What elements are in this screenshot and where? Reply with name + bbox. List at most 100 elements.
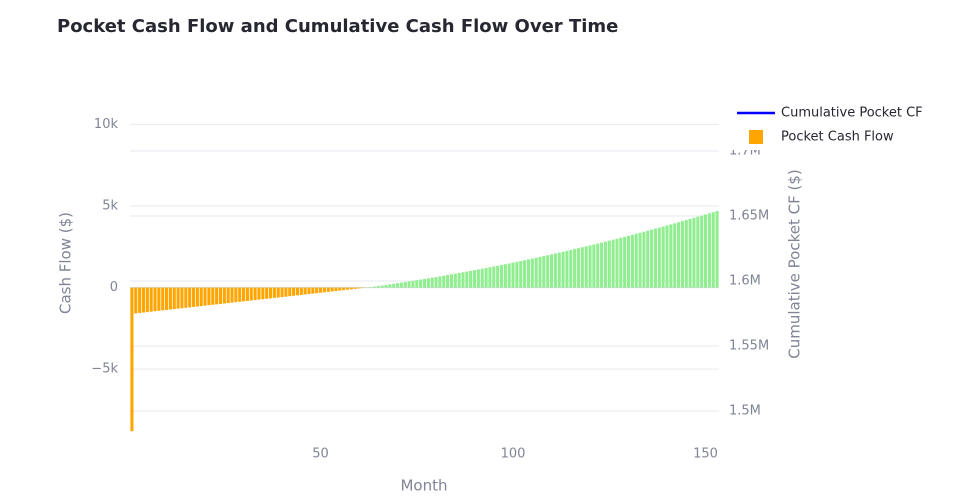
bar (480, 268, 484, 288)
bar (526, 259, 530, 288)
bar (484, 267, 488, 288)
chart-title: Pocket Cash Flow and Cumulative Cash Flo… (57, 16, 618, 37)
bar (392, 283, 396, 288)
bar (207, 287, 211, 306)
bar (519, 261, 523, 288)
x-tick-label: 50 (312, 447, 329, 462)
bar (700, 215, 704, 288)
bar (673, 223, 677, 288)
x-axis-title: Month (400, 477, 447, 495)
bar (195, 287, 199, 307)
bar (415, 280, 419, 288)
x-tick-label: 100 (501, 447, 526, 462)
bar (353, 287, 357, 289)
bar (295, 287, 300, 296)
bar (507, 263, 511, 288)
bar (449, 274, 453, 288)
bar (265, 287, 269, 299)
bar (684, 220, 688, 288)
bar (218, 287, 223, 304)
bar (592, 244, 596, 288)
bar (465, 271, 469, 288)
bar (542, 256, 546, 288)
bar (626, 235, 631, 288)
bar (580, 247, 584, 288)
bar (349, 287, 353, 290)
bar (157, 287, 161, 311)
bar (661, 226, 665, 288)
bar (230, 287, 234, 303)
bar (646, 230, 650, 288)
bar (492, 266, 496, 288)
y2-axis-title: Cumulative Pocket CF ($) (786, 169, 804, 358)
bar (434, 277, 438, 288)
bar (523, 260, 527, 288)
bar (711, 212, 715, 288)
bar (396, 283, 400, 288)
bar (180, 287, 184, 309)
bar (211, 287, 215, 305)
bar (172, 287, 176, 310)
bar (342, 287, 346, 291)
y-tick-label: 10k (94, 117, 119, 132)
bar (515, 261, 519, 288)
bar (242, 287, 246, 302)
bar (130, 287, 134, 432)
bar (261, 287, 265, 300)
bar (303, 287, 307, 295)
bar (511, 262, 515, 288)
bar (588, 245, 592, 288)
y2-tick-label: 1.5M (729, 403, 761, 418)
bar (503, 264, 507, 288)
bar (499, 264, 504, 288)
bar (165, 287, 169, 310)
bar (549, 254, 554, 288)
bar (384, 284, 388, 288)
bar (596, 243, 600, 288)
bar (176, 287, 180, 309)
bar (565, 250, 569, 288)
bar (530, 258, 534, 288)
bar (226, 287, 230, 304)
bar (453, 273, 457, 288)
bar (257, 287, 261, 300)
bar (642, 231, 646, 288)
bar (215, 287, 219, 305)
bar (338, 287, 342, 291)
bar (419, 279, 423, 288)
bar (426, 278, 430, 288)
bar (496, 265, 500, 288)
bar (284, 287, 288, 297)
bar (603, 241, 607, 288)
bar (330, 287, 334, 292)
y2-tick-label: 1.65M (729, 208, 769, 223)
grid (130, 123, 719, 412)
bar (476, 269, 480, 288)
bar (234, 287, 238, 303)
bar (145, 287, 149, 313)
bar (473, 270, 477, 288)
bar (650, 229, 654, 288)
bar (388, 284, 392, 288)
bar (653, 228, 658, 288)
legend-label: Cumulative Pocket CF (781, 106, 923, 121)
legend-label: Pocket Cash Flow (781, 130, 894, 145)
bar (677, 222, 681, 288)
bar (619, 237, 623, 288)
bar (680, 221, 684, 288)
bar (707, 213, 711, 288)
bar (245, 287, 249, 301)
bar (238, 287, 242, 302)
y-tick-label: 0 (110, 280, 118, 295)
y-axis-title: Cash Flow ($) (57, 212, 75, 314)
bar (168, 287, 172, 310)
bar (422, 278, 427, 288)
bar (345, 287, 350, 290)
bar (446, 275, 450, 288)
bar (403, 281, 407, 288)
bar (584, 246, 588, 288)
bar (461, 272, 465, 288)
bar (557, 252, 561, 288)
bar (630, 234, 634, 288)
